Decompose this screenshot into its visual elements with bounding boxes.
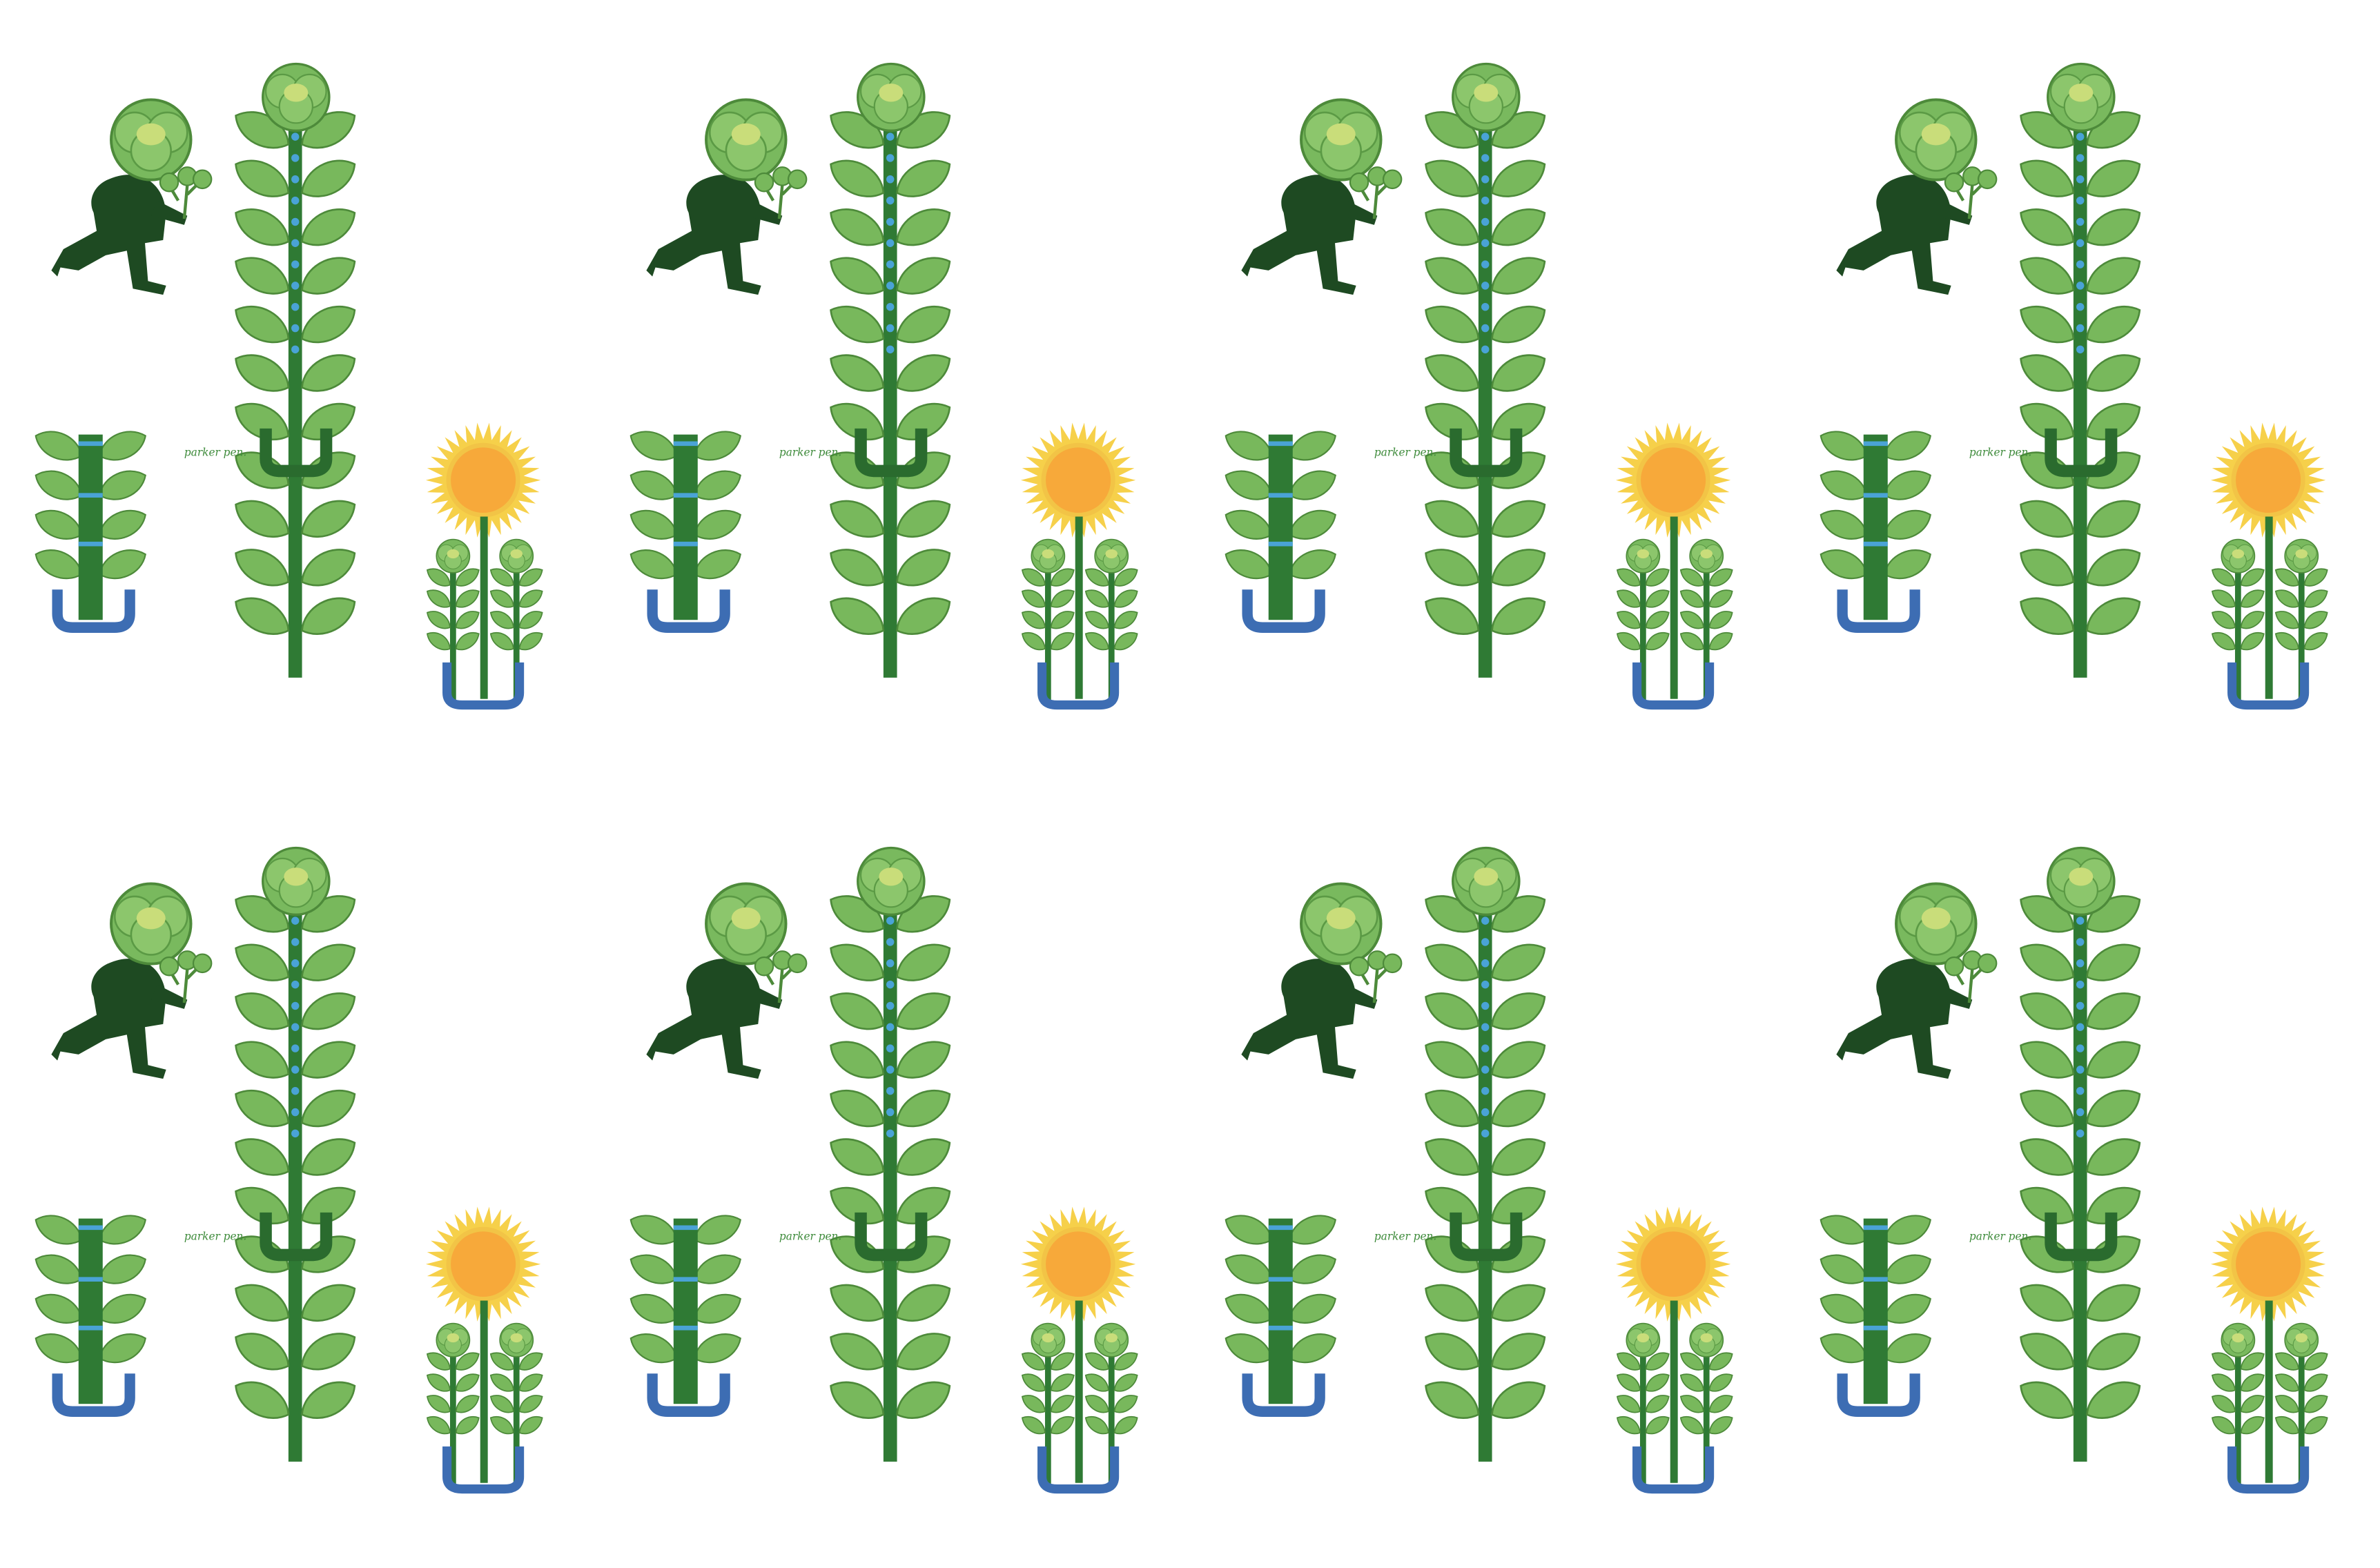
pattern-tile: parker pen. [31,847,546,1489]
signature: parker pen. [779,1230,841,1242]
pattern-tile: parker pen. [626,63,1141,705]
signature: parker pen. [184,1230,246,1242]
signature: parker pen. [184,446,246,458]
signature: parker pen. [1969,1230,2031,1242]
signature: parker pen. [1969,446,2031,458]
pattern-tile: parker pen. [1816,63,2331,705]
pattern-tile: parker pen. [1221,847,1736,1489]
signature: parker pen. [1374,1230,1436,1242]
signature: parker pen. [779,446,841,458]
pattern-tile: parker pen. [1221,63,1736,705]
signature: parker pen. [1374,446,1436,458]
pattern-tile: parker pen. [1816,847,2331,1489]
pattern-tile: parker pen. [626,847,1141,1489]
pattern-tile: parker pen. [31,63,546,705]
